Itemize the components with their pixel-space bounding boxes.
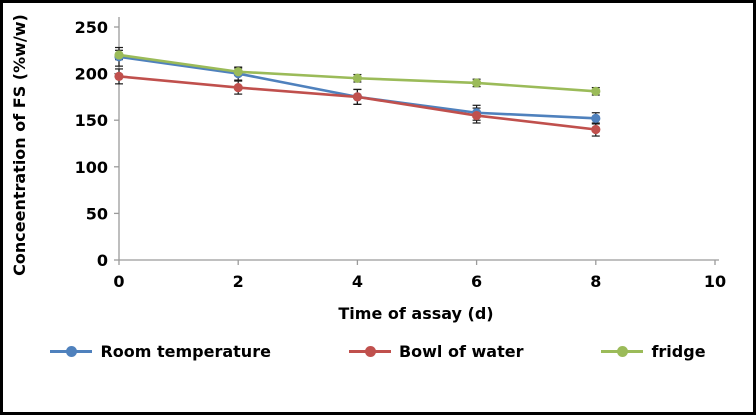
x-axis-title: Time of assay (d) [338, 304, 493, 323]
bowl-of-water-marker-icon [348, 346, 391, 357]
chart-legend: Room temperature Bowl of water fridge [3, 342, 753, 361]
svg-text:0: 0 [113, 272, 124, 291]
svg-text:4: 4 [352, 272, 363, 291]
svg-text:150: 150 [75, 111, 108, 130]
legend-item-fridge: fridge [601, 342, 706, 361]
fridge-marker-icon [601, 346, 644, 357]
plot-series-group: 0 50 100 150 200 250 0 2 4 6 8 10 [75, 17, 726, 291]
svg-text:250: 250 [75, 18, 108, 37]
svg-text:0: 0 [97, 251, 108, 270]
svg-text:200: 200 [75, 65, 108, 84]
svg-text:2: 2 [233, 272, 244, 291]
legend-item-bowl-of-water: Bowl of water [348, 342, 524, 361]
legend-label: fridge [651, 342, 706, 361]
legend-label: Room temperature [100, 342, 271, 361]
y-axis-title: Conceentration of FS (%w/w) [10, 14, 29, 276]
room-temperature-marker-icon [50, 346, 93, 357]
legend-label: Bowl of water [398, 342, 524, 361]
svg-text:50: 50 [86, 204, 108, 223]
svg-text:10: 10 [704, 272, 726, 291]
svg-text:6: 6 [471, 272, 482, 291]
svg-text:100: 100 [75, 158, 108, 177]
legend-item-room-temperature: Room temperature [50, 342, 271, 361]
svg-text:8: 8 [590, 272, 601, 291]
plot-area: Conceentration of FS (%w/w) Time of assa… [10, 14, 726, 323]
